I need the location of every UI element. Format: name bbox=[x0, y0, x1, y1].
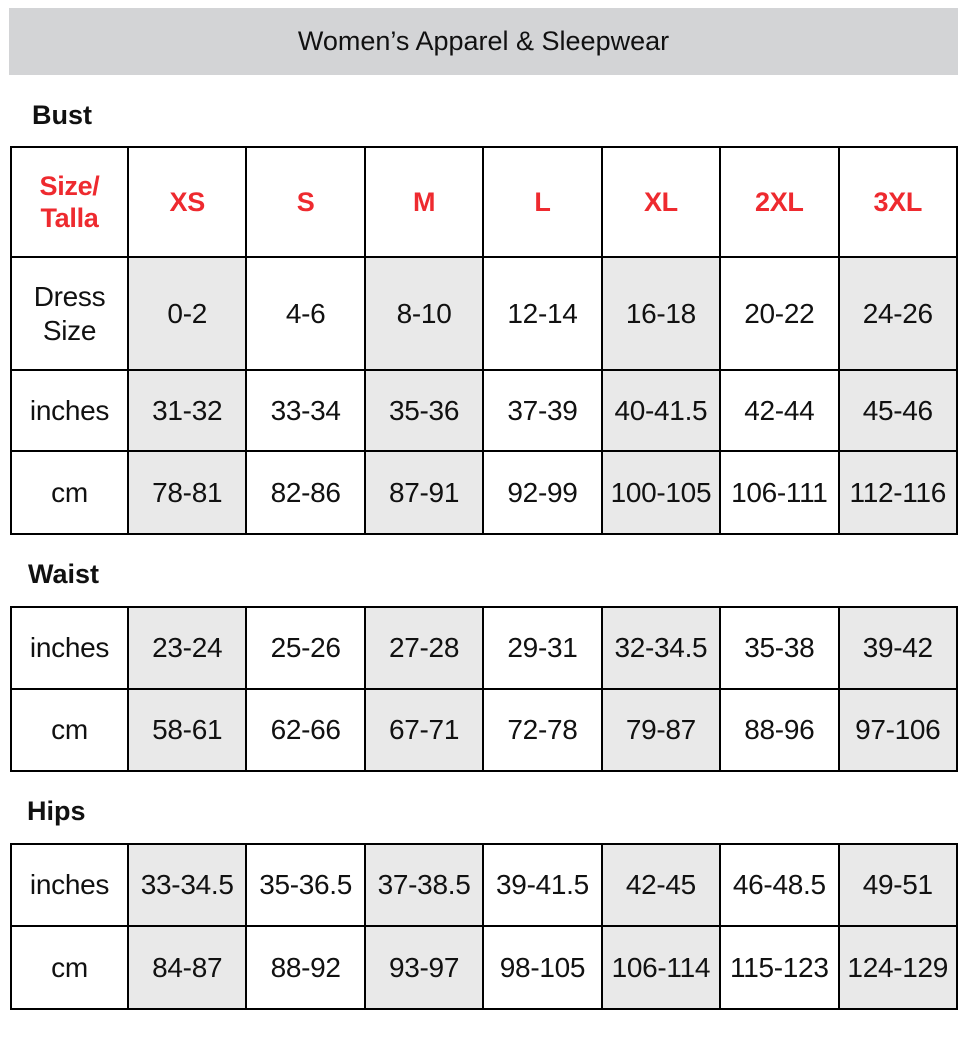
table-cell: 93-97 bbox=[363, 925, 485, 1010]
table-cell: 87-91 bbox=[363, 450, 485, 535]
size-header-2xl: 2XL bbox=[719, 146, 840, 258]
table-cell: 88-96 bbox=[719, 688, 840, 772]
table-cell: 88-92 bbox=[245, 925, 366, 1010]
table-cell: 124-129 bbox=[837, 925, 959, 1010]
table-cell: 97-106 bbox=[837, 688, 959, 772]
row-label: cm bbox=[10, 925, 129, 1010]
table-cell: 92-99 bbox=[482, 450, 603, 535]
size-header-3xl: 3XL bbox=[837, 146, 959, 258]
table-cell: 45-46 bbox=[837, 369, 959, 452]
row-label: cm bbox=[10, 688, 129, 772]
table-cell: 37-39 bbox=[482, 369, 603, 452]
table-cell: 106-111 bbox=[719, 450, 840, 535]
table-cell: 58-61 bbox=[126, 688, 248, 772]
table-cell: 106-114 bbox=[600, 925, 722, 1010]
table-row: cm 84-87 88-92 93-97 98-105 106-114 115-123 124… bbox=[10, 925, 959, 1010]
table-cell: 4-6 bbox=[245, 256, 366, 371]
table-row: inches 33-34.5 35-36.5 37-38.5 39-41.5 42-45 4… bbox=[10, 843, 959, 927]
table-row: cm 78-81 82-86 87-91 92-99 100-105 106-111 112-… bbox=[10, 450, 959, 535]
table-cell: 79-87 bbox=[600, 688, 722, 772]
table-cell: 42-45 bbox=[600, 843, 722, 927]
row-label: cm bbox=[10, 450, 129, 535]
section-heading-waist: Waist bbox=[28, 559, 100, 589]
section-heading-hips: Hips bbox=[27, 796, 86, 826]
table-cell: 46-48.5 bbox=[719, 843, 840, 927]
size-header-xs: XS bbox=[126, 146, 248, 258]
table-cell: 78-81 bbox=[126, 450, 248, 535]
table-cell: 24-26 bbox=[837, 256, 959, 371]
table-cell: 115-123 bbox=[719, 925, 840, 1010]
table-cell: 35-36 bbox=[363, 369, 485, 452]
table-cell: 67-71 bbox=[363, 688, 485, 772]
table-cell: 35-38 bbox=[719, 606, 840, 690]
table-cell: 100-105 bbox=[600, 450, 722, 535]
table-cell: 39-42 bbox=[837, 606, 959, 690]
table-cell: 12-14 bbox=[482, 256, 603, 371]
table-cell: 23-24 bbox=[126, 606, 248, 690]
table-cell: 42-44 bbox=[719, 369, 840, 452]
table-cell: 72-78 bbox=[482, 688, 603, 772]
table-row: inches 31-32 33-34 35-36 37-39 40-41.5 42-44 45… bbox=[10, 369, 959, 452]
table-cell: 31-32 bbox=[126, 369, 248, 452]
table-cell: 25-26 bbox=[245, 606, 366, 690]
table-cell: 84-87 bbox=[126, 925, 248, 1010]
table-cell: 82-86 bbox=[245, 450, 366, 535]
table-cell: 20-22 bbox=[719, 256, 840, 371]
bust-table: Size/ Talla XS S M L XL 2XL 3XL Dress Size 0-2 4-6… bbox=[10, 146, 959, 535]
size-header-s: S bbox=[245, 146, 366, 258]
table-cell: 29-31 bbox=[482, 606, 603, 690]
table-cell: 39-41.5 bbox=[482, 843, 603, 927]
table-cell: 40-41.5 bbox=[600, 369, 722, 452]
table-cell: 62-66 bbox=[245, 688, 366, 772]
row-label: Dress Size bbox=[10, 256, 129, 371]
table-cell: 33-34 bbox=[245, 369, 366, 452]
section-heading-bust: Bust bbox=[32, 100, 92, 130]
row-label: inches bbox=[10, 369, 129, 452]
size-header-m: M bbox=[363, 146, 485, 258]
table-cell: 27-28 bbox=[363, 606, 485, 690]
table-cell: 32-34.5 bbox=[600, 606, 722, 690]
size-header-l: L bbox=[482, 146, 603, 258]
size-header-xl: XL bbox=[600, 146, 722, 258]
waist-table: inches 23-24 25-26 27-28 29-31 32-34.5 35-38 39… bbox=[10, 606, 959, 772]
table-row: inches 23-24 25-26 27-28 29-31 32-34.5 35-38 39… bbox=[10, 606, 959, 690]
table-cell: 49-51 bbox=[837, 843, 959, 927]
table-cell: 112-116 bbox=[837, 450, 959, 535]
size-label-header: Size/ Talla bbox=[10, 146, 129, 258]
table-cell: 35-36.5 bbox=[245, 843, 366, 927]
table-row: Dress Size 0-2 4-6 8-10 12-14 16-18 20-22 24-26 bbox=[10, 256, 959, 371]
size-header-row: Size/ Talla XS S M L XL 2XL 3XL bbox=[10, 146, 959, 258]
row-label: inches bbox=[10, 606, 129, 690]
table-cell: 16-18 bbox=[600, 256, 722, 371]
table-cell: 0-2 bbox=[126, 256, 248, 371]
table-cell: 37-38.5 bbox=[363, 843, 485, 927]
table-row: cm 58-61 62-66 67-71 72-78 79-87 88-96 97-106 bbox=[10, 688, 959, 772]
table-cell: 98-105 bbox=[482, 925, 603, 1010]
hips-table: inches 33-34.5 35-36.5 37-38.5 39-41.5 42-45 4… bbox=[10, 843, 959, 1010]
row-label: inches bbox=[10, 843, 129, 927]
table-cell: 33-34.5 bbox=[126, 843, 248, 927]
page-title: Women’s Apparel & Sleepwear bbox=[9, 8, 958, 75]
table-cell: 8-10 bbox=[363, 256, 485, 371]
